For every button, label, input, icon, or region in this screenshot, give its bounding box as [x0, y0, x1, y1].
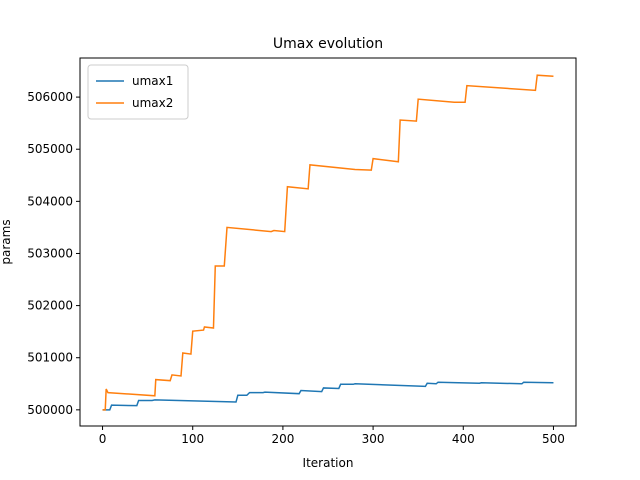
y-tick-label: 504000 — [27, 194, 73, 208]
x-tick-label: 500 — [542, 432, 565, 446]
chart-title: Umax evolution — [273, 36, 383, 52]
y-axis-label: params — [0, 219, 13, 264]
y-tick-label: 500000 — [27, 403, 73, 417]
y-tick-label: 502000 — [27, 299, 73, 313]
x-tick-label: 300 — [362, 432, 385, 446]
x-axis-label: Iteration — [303, 456, 354, 470]
x-tick-label: 200 — [271, 432, 294, 446]
line-series — [102, 74, 554, 411]
legend-label: umax1 — [132, 74, 173, 88]
legend-label: umax2 — [132, 96, 173, 110]
y-tick-label: 506000 — [27, 90, 73, 104]
line-series — [102, 381, 554, 411]
y-tick-label: 503000 — [27, 246, 73, 260]
y-tick-label: 505000 — [27, 142, 73, 156]
x-tick-label: 100 — [181, 432, 204, 446]
axes-frame — [79, 57, 577, 427]
legend-box — [87, 64, 189, 120]
x-tick-label: 0 — [99, 432, 107, 446]
y-tick-label: 501000 — [27, 351, 73, 365]
plot-area — [102, 74, 554, 411]
x-tick-label: 400 — [452, 432, 475, 446]
